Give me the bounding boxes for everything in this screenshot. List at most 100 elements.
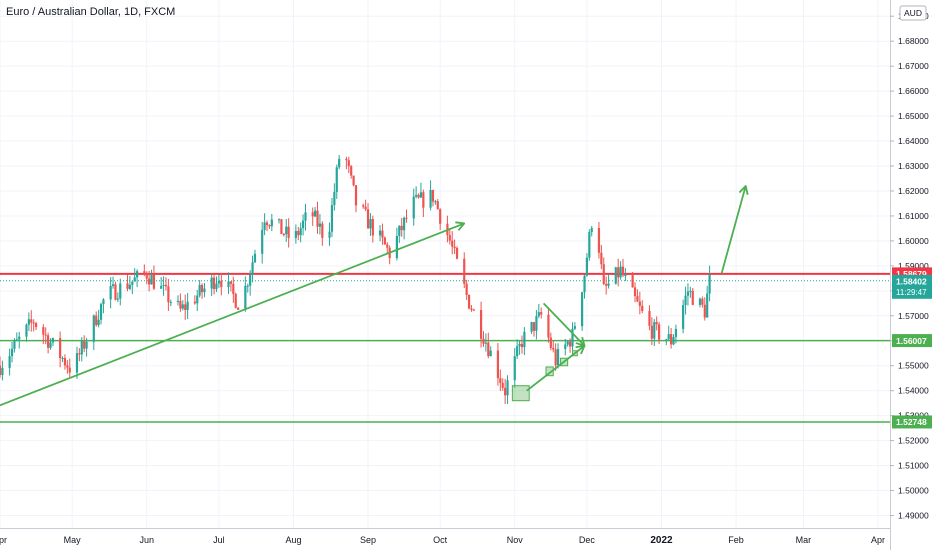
candle-body [506,380,509,396]
candle-body [316,210,319,227]
candle-body [148,278,151,285]
candle-body [229,281,233,284]
x-tick-label: Nov [507,535,524,545]
level-price-label: 1.52748 [896,417,927,427]
candle-body [362,205,365,207]
candle-body [429,189,432,208]
candle-body [540,312,543,315]
candle-body [287,226,290,238]
candle-body [455,247,459,259]
candle-body [398,225,401,236]
candle-body [66,365,69,368]
candle-body [378,230,382,236]
candle-body [143,271,146,274]
candle-body [602,264,605,284]
candle-body [150,274,153,285]
candle-body [547,314,550,338]
candle-body [549,337,552,348]
candle-body [556,348,560,366]
candle-body [152,274,156,289]
y-tick-label: 1.62000 [898,186,929,196]
candle-body [99,304,103,320]
candle-body [179,300,182,309]
candle-body [277,219,281,221]
candle-body [25,324,28,337]
candle-body [698,298,702,305]
candle-body [588,232,591,258]
candle-body [479,310,483,339]
candle-body [453,246,456,248]
y-tick-label: 1.66000 [898,86,929,96]
candle-body [412,196,415,219]
candle-body [383,237,386,245]
candle-body [499,378,502,383]
highlight-box [571,350,578,357]
candle-body [501,382,504,388]
candle-body [212,277,216,290]
candle-body [301,220,305,229]
candle-body [655,322,658,325]
candle-body [600,252,603,265]
candle-body [8,356,11,368]
candle-body [85,341,88,349]
candle-body [568,341,572,347]
y-tick-label: 1.59000 [898,261,929,271]
candle-body [193,301,196,304]
candle-body [482,338,485,344]
candle-body [263,222,266,230]
candle-body [554,349,557,366]
candle-body [463,258,466,284]
candle-body [232,283,235,294]
candle-body [13,340,16,349]
candle-body [15,339,18,341]
candle-body [648,311,651,326]
candle-body [684,295,687,306]
candle-body [145,273,148,279]
highlight-box [559,357,569,367]
candle-body [535,316,538,331]
candle-body [564,344,567,349]
candle-body [92,315,95,342]
candle-body [68,367,71,373]
x-tick-label: Jul [213,535,225,545]
candle-body [708,274,711,294]
candle-body [573,326,576,329]
x-tick-label: Aug [285,535,301,545]
candle-body [489,350,492,357]
candle-body [467,294,471,309]
y-tick-label: 1.57000 [898,311,929,321]
candle-body [686,291,690,296]
chart-title: Euro / Australian Dollar, 1D, FXCM [6,6,176,18]
candle-body [431,189,435,202]
x-tick-label: Oct [433,535,448,545]
candle-body [674,328,678,338]
candle-body [75,353,79,373]
candle-body [691,290,694,305]
candle-body [633,287,637,297]
candle-body [285,226,288,235]
candle-body [217,280,220,284]
x-tick-label: Feb [728,535,744,545]
candle-body [244,285,247,310]
y-tick-label: 1.63000 [898,161,929,171]
candle-body [465,283,468,295]
candle-body [102,299,105,305]
price-axis: 1.490001.500001.510001.520001.530001.540… [890,0,932,550]
candle-body [650,325,653,339]
candle-body [44,334,47,336]
candle-body [636,296,639,302]
candle-body [670,334,673,345]
candle-body [369,219,372,229]
candle-body [354,185,358,206]
candle-body [395,235,398,259]
candle-body [665,339,668,341]
candle-body [487,342,490,357]
candle-body [304,212,307,221]
candle-body [347,160,350,167]
candle-body [198,284,201,296]
candle-body [114,284,117,300]
candle-body [234,293,237,308]
candle-body [78,353,81,355]
